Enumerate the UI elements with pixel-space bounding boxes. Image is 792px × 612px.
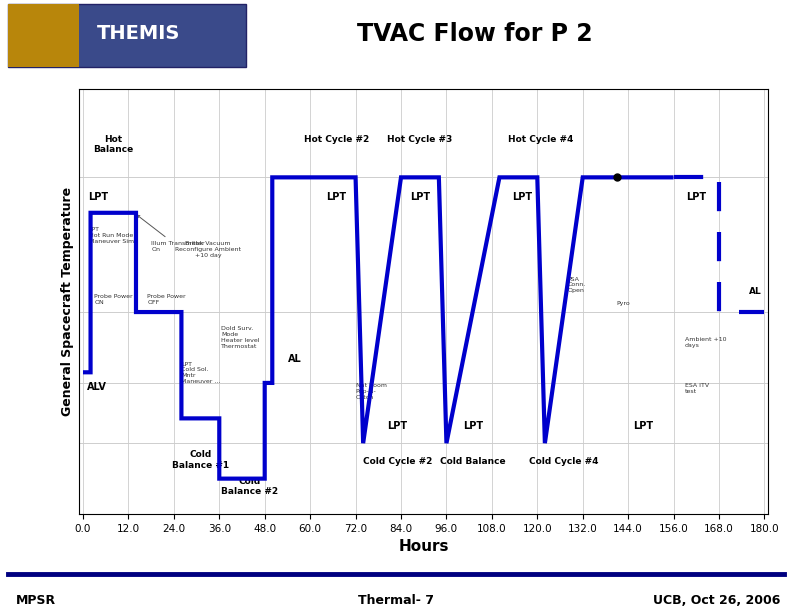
Text: LPT: LPT (634, 421, 653, 431)
Text: Probe Power
OFF: Probe Power OFF (147, 294, 186, 305)
Text: LPT: LPT (387, 421, 407, 431)
Text: LPT: LPT (463, 421, 483, 431)
Text: Thermal- 7: Thermal- 7 (358, 594, 434, 607)
Text: Cold
Balance #1: Cold Balance #1 (172, 450, 229, 469)
Text: Cold Balance: Cold Balance (440, 457, 506, 466)
Text: LPT: LPT (410, 192, 430, 203)
Text: MPSR: MPSR (16, 594, 56, 607)
Text: ALV: ALV (87, 382, 107, 392)
Text: Break Vacuum
Reconfigure Ambient
+10 day: Break Vacuum Reconfigure Ambient +10 day (175, 241, 241, 258)
X-axis label: Hours: Hours (398, 539, 449, 554)
Text: Nat Room
Pup-N-
Catch: Nat Room Pup-N- Catch (356, 383, 386, 400)
Text: Hot Cycle #4: Hot Cycle #4 (508, 135, 573, 144)
Text: THEMIS: THEMIS (97, 24, 181, 43)
Text: Ambient +10
days: Ambient +10 days (685, 337, 726, 348)
Text: Hot Cycle #3: Hot Cycle #3 (387, 135, 452, 144)
Text: LPT: LPT (512, 192, 532, 203)
Text: TVAC Flow for P 2: TVAC Flow for P 2 (357, 22, 593, 46)
Text: LPT: LPT (326, 192, 347, 203)
Text: Hot Cycle #2: Hot Cycle #2 (304, 135, 369, 144)
Text: Dold Surv.
Mode
Heater level
Thermostat: Dold Surv. Mode Heater level Thermostat (221, 326, 260, 349)
Text: Cold
Balance #2: Cold Balance #2 (221, 477, 278, 496)
Text: Illum Transmitter
On: Illum Transmitter On (137, 215, 205, 252)
Bar (8, 4, 246, 67)
Text: AL: AL (749, 287, 762, 296)
Text: ESA ITV
test: ESA ITV test (685, 383, 709, 394)
Text: LPT: LPT (88, 192, 109, 203)
Text: Hot
Balance: Hot Balance (93, 135, 133, 154)
Text: UCB, Oct 26, 2006: UCB, Oct 26, 2006 (653, 594, 780, 607)
Text: Cold Cycle #2: Cold Cycle #2 (363, 457, 432, 466)
Text: Cold Cycle #4: Cold Cycle #4 (529, 457, 599, 466)
Text: LPT
Hot Run Mode
Maneuver Sim: LPT Hot Run Mode Maneuver Sim (89, 227, 134, 244)
Text: PSA
Conn.
Open: PSA Conn. Open (568, 277, 586, 293)
Text: LPT: LPT (686, 192, 706, 203)
Text: LPT
Cold Sol.
Mntr
Maneuver ...: LPT Cold Sol. Mntr Maneuver ... (181, 362, 221, 384)
Y-axis label: General Spacecraft Temperature: General Spacecraft Temperature (61, 187, 74, 416)
Bar (8, 4, 79, 67)
Text: AL: AL (288, 354, 302, 364)
Text: Pyro: Pyro (617, 302, 630, 307)
Text: Probe Power
ON: Probe Power ON (94, 294, 133, 305)
